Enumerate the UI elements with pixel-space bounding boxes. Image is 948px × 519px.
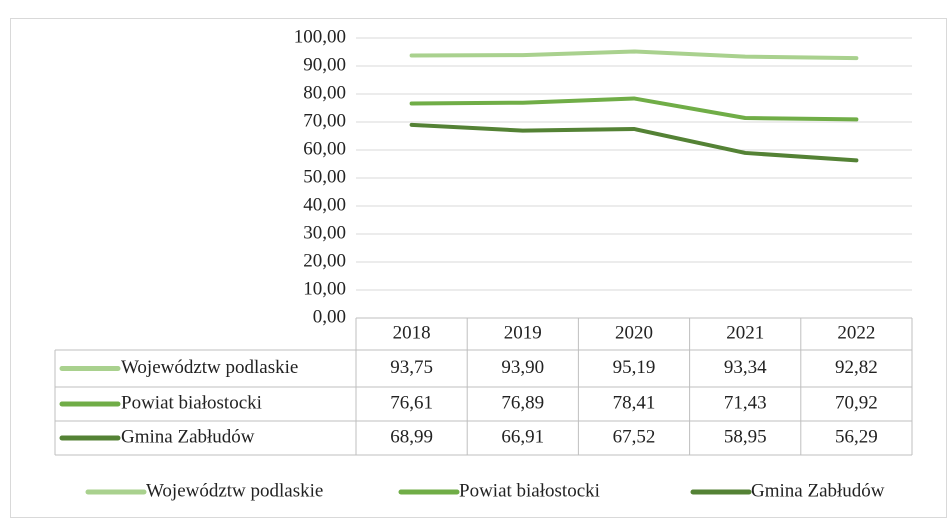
legend-label: Powiat białostocki: [459, 480, 600, 501]
y-tick-label: 10,00: [303, 278, 346, 299]
table-cell: 92,82: [835, 357, 878, 378]
y-tick-label: 40,00: [303, 194, 346, 215]
x-tick-label: 2019: [504, 322, 542, 343]
table-cell: 56,29: [835, 426, 878, 447]
table-cell: 68,99: [390, 426, 433, 447]
y-tick-label: 60,00: [303, 138, 346, 159]
legend-label: Województw podlaskie: [146, 480, 323, 501]
y-tick-label: 50,00: [303, 166, 346, 187]
table-cell: 93,90: [501, 357, 544, 378]
legend-label: Gmina Zabłudów: [751, 480, 885, 501]
table-row-label: Powiat białostocki: [121, 392, 262, 413]
y-tick-label: 0,00: [313, 306, 346, 327]
series-line: [409, 96, 859, 122]
table-cell: 70,92: [835, 392, 878, 413]
table-cell: 66,91: [501, 426, 544, 447]
table-cell: 67,52: [613, 426, 656, 447]
table-cell: 78,41: [613, 392, 656, 413]
y-tick-label: 20,00: [303, 250, 346, 271]
x-tick-label: 2020: [615, 322, 653, 343]
table-cell: 58,95: [724, 426, 767, 447]
table-cell: 76,61: [390, 392, 433, 413]
table-cell: 93,75: [390, 357, 433, 378]
table-cell: 76,89: [501, 392, 544, 413]
x-tick-label: 2022: [837, 322, 875, 343]
table-cell: 71,43: [724, 392, 767, 413]
y-tick-label: 80,00: [303, 82, 346, 103]
table-cell: 95,19: [613, 357, 656, 378]
series-line: [409, 122, 859, 163]
y-tick-label: 30,00: [303, 222, 346, 243]
table-row-label: Gmina Zabłudów: [121, 426, 255, 447]
table-row-label: Województw podlaskie: [121, 357, 298, 378]
y-tick-label: 70,00: [303, 110, 346, 131]
x-tick-label: 2018: [393, 322, 431, 343]
y-tick-label: 90,00: [303, 54, 346, 75]
series-line: [409, 49, 859, 61]
table-cell: 93,34: [724, 357, 767, 378]
y-tick-label: 100,00: [294, 26, 346, 47]
x-tick-label: 2021: [726, 322, 764, 343]
